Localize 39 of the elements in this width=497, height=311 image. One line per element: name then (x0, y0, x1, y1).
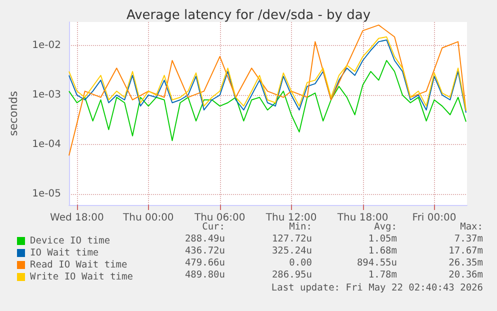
x-tick-label: Thu 12:00 (264, 212, 317, 224)
y-tick-label: 1e-05 (32, 188, 61, 200)
text: Max: (460, 222, 483, 232)
x-tick-label: Thu 18:00 (336, 212, 388, 224)
text: Avg: (374, 222, 397, 232)
text: 286.95u (272, 270, 312, 280)
text: 20.36m (448, 270, 484, 280)
legend-label: Device IO time (30, 236, 110, 246)
text: 17.67m (448, 246, 484, 256)
text: 894.55u (356, 258, 397, 268)
text: Cur: (202, 222, 225, 232)
text: 479.66u (184, 258, 225, 268)
y-axis-title: seconds (7, 90, 20, 136)
x-tick-label: Thu 00:00 (122, 212, 174, 224)
text: 7.37m (454, 234, 484, 244)
text: 489.80u (184, 270, 225, 280)
y-tick-label: 1e-03 (32, 90, 61, 101)
text: 436.72u (184, 246, 225, 256)
text: 1.05m (368, 234, 398, 244)
x-tick-label: Fri 00:00 (412, 212, 456, 224)
x-tick-label: Thu 06:00 (193, 212, 246, 224)
y-tick-label: 1e-02 (32, 40, 61, 52)
text: 0.00 (289, 258, 312, 268)
legend-label: Write IO Wait time (30, 272, 134, 282)
text: Min: (289, 222, 312, 232)
line-series (68, 60, 467, 142)
text: 325.24u (272, 246, 312, 256)
text: Last update: Fri May 22 02:40:43 2026 (271, 282, 484, 294)
legend-label: Read IO Wait time (30, 260, 128, 270)
text: 1.68m (368, 246, 398, 256)
chart-title: Average latency for /dev/sda - by day (126, 8, 371, 23)
y-tick-label: 1e-04 (32, 139, 61, 150)
text: 1.78m (368, 270, 398, 280)
line-series (68, 24, 467, 156)
x-tick-label: Wed 18:00 (50, 212, 104, 224)
text: 288.49u (184, 234, 225, 244)
text: 127.72u (272, 234, 312, 244)
legend-label: IO Wait time (30, 248, 99, 258)
text: 26.35m (448, 258, 484, 268)
